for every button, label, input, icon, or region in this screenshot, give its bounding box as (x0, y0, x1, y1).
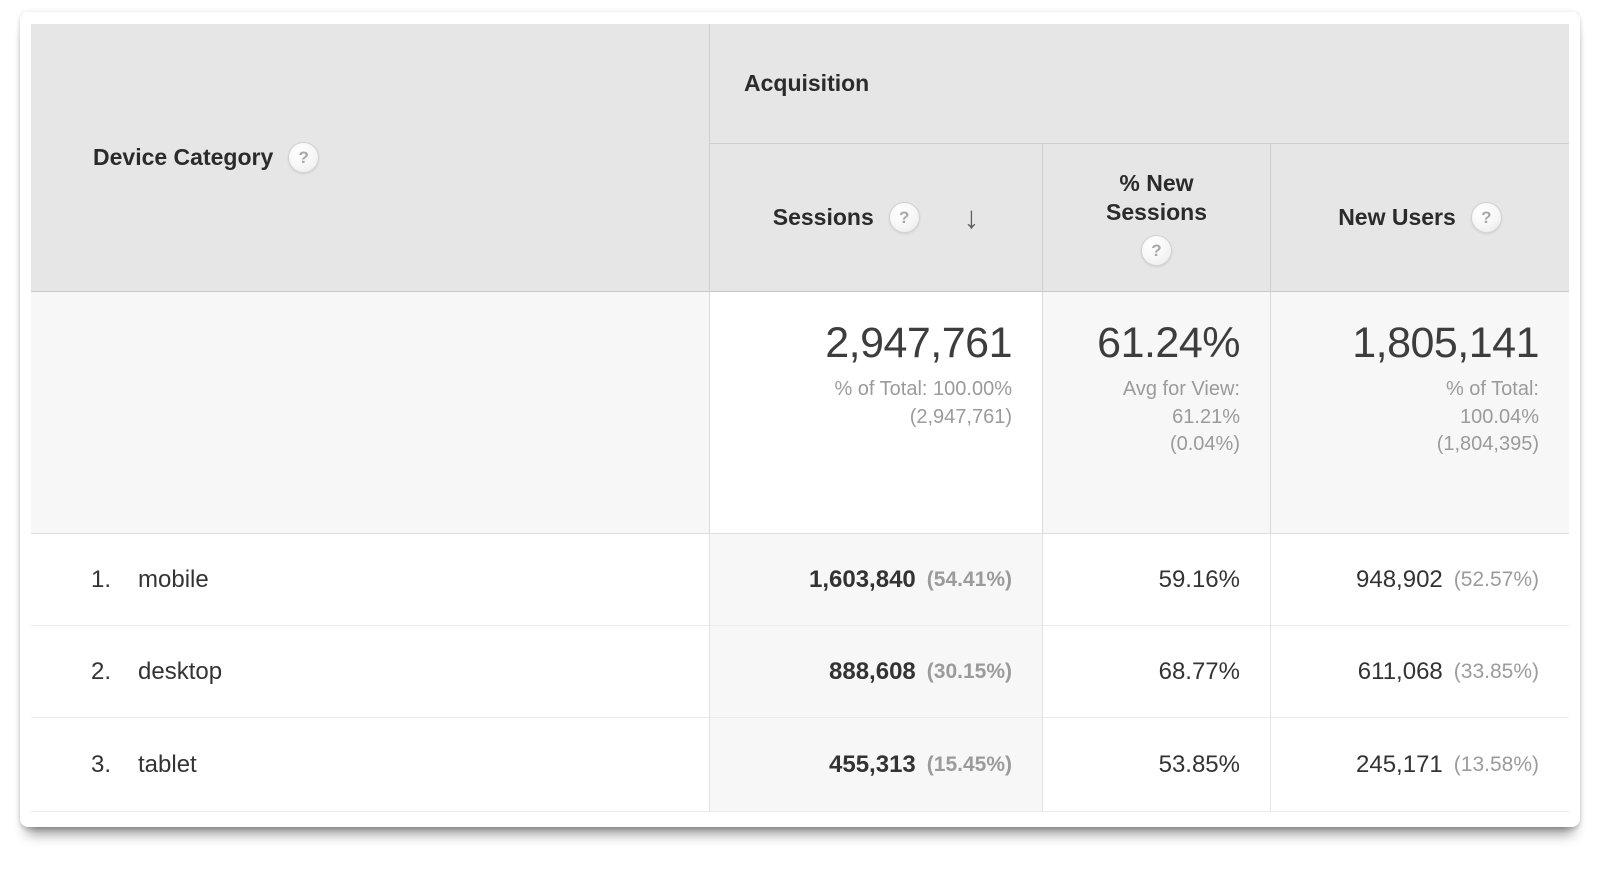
group-header-acquisition: Acquisition (710, 24, 1569, 144)
help-icon[interactable]: ? (888, 202, 920, 233)
summary-avg-for-view-label: Avg for View: (1122, 378, 1240, 400)
help-icon[interactable]: ? (288, 142, 320, 173)
new-users-value: 948,902 (1356, 565, 1443, 593)
summary-dimension-cell (31, 292, 710, 534)
summary-avg-delta: (0.04%) (1169, 433, 1240, 456)
pct-new-sessions-cell: 68.77% (1042, 626, 1270, 718)
help-icon[interactable]: ? (1141, 235, 1172, 267)
new-users-percent: (33.85%) (1453, 659, 1539, 683)
summary-new-users-total: 1,805,141 (1352, 319, 1539, 367)
summary-new-users: 1,805,141 % of Total: 100.04% (1,804,395… (1270, 292, 1569, 534)
help-icon[interactable]: ? (1470, 202, 1502, 233)
new-users-percent: (52.57%) (1453, 567, 1539, 591)
sessions-cell: 888,608 (30.15%) (710, 626, 1042, 718)
new-users-percent: (13.58%) (1453, 752, 1539, 776)
sessions-cell: 455,313 (15.45%) (710, 718, 1042, 812)
acquisition-header-label: Acquisition (744, 70, 870, 96)
pct-new-sessions-cell: 59.16% (1042, 534, 1270, 626)
summary-avg-for-view-value: 61.21% (1172, 405, 1240, 428)
column-header-sessions[interactable]: Sessions ? ↓ (710, 144, 1042, 292)
new-users-header-label: New Users (1338, 204, 1456, 230)
device-name: tablet (138, 750, 197, 778)
pct-new-sessions-cell: 53.85% (1042, 718, 1270, 812)
table-row-label: 2. desktop (31, 626, 710, 718)
summary-new-users-pct-value: 100.04% (1460, 405, 1539, 428)
pct-new-sessions-value: 53.85% (1158, 750, 1240, 778)
sessions-header-label: Sessions (772, 204, 874, 230)
column-header-pct-new-sessions[interactable]: % New Sessions ? (1042, 144, 1270, 292)
summary-pct-new-sessions: 61.24% Avg for View: 61.21% (0.04%) (1042, 292, 1270, 534)
new-users-value: 611,068 (1357, 657, 1443, 685)
table-row-label: 1. mobile (31, 534, 710, 626)
device-category-table: Device Category ? Acquisition Sessions ?… (31, 24, 1569, 812)
new-users-cell: 245,171 (13.58%) (1270, 718, 1569, 812)
pct-new-sessions-header-label: % New Sessions (1106, 169, 1207, 225)
device-name: desktop (138, 657, 223, 685)
row-rank: 3. (91, 750, 112, 778)
device-category-header-label: Device Category (93, 144, 274, 170)
sessions-percent: (30.15%) (926, 659, 1012, 683)
report-card: Device Category ? Acquisition Sessions ?… (20, 12, 1580, 827)
sessions-percent: (54.41%) (926, 567, 1012, 591)
sessions-percent: (15.45%) (926, 752, 1012, 776)
row-rank: 1. (91, 565, 112, 593)
pct-new-sessions-value: 59.16% (1158, 565, 1240, 593)
summary-pct-new-sessions-value: 61.24% (1097, 319, 1240, 367)
summary-sessions: 2,947,761 % of Total: 100.00% (2,947,761… (710, 292, 1042, 534)
summary-new-users-pct-label: % of Total: (1445, 378, 1539, 400)
new-users-cell: 611,068 (33.85%) (1270, 626, 1569, 718)
column-header-new-users[interactable]: New Users ? (1270, 144, 1569, 292)
table-row-label: 3. tablet (31, 718, 710, 812)
pct-new-sessions-value: 68.77% (1158, 657, 1240, 685)
summary-sessions-total-paren: (2,947,761) (909, 405, 1012, 428)
sessions-value: 1,603,840 (809, 565, 916, 593)
sessions-value: 888,608 (829, 657, 916, 685)
row-rank: 2. (91, 657, 112, 685)
new-users-cell: 948,902 (52.57%) (1270, 534, 1569, 626)
sessions-cell: 1,603,840 (54.41%) (710, 534, 1042, 626)
summary-sessions-pct-of-total: % of Total: 100.00% (834, 378, 1012, 400)
sort-descending-icon[interactable]: ↓ (963, 200, 980, 235)
new-users-value: 245,171 (1356, 750, 1443, 778)
summary-new-users-total-paren: (1,804,395) (1436, 433, 1539, 456)
sessions-value: 455,313 (829, 750, 916, 778)
column-header-device-category[interactable]: Device Category ? (31, 24, 710, 292)
device-name: mobile (138, 565, 209, 593)
summary-sessions-total: 2,947,761 (825, 319, 1012, 367)
